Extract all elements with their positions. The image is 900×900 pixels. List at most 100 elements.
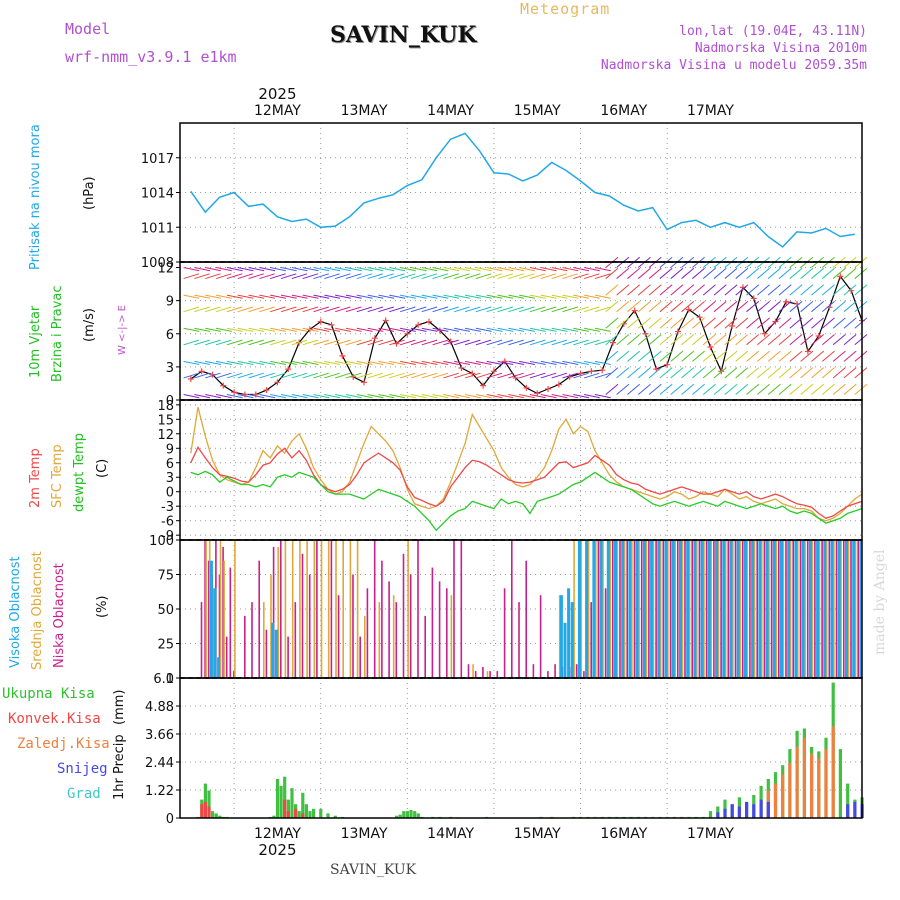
wind-barb — [378, 306, 394, 313]
wind-barb — [226, 294, 243, 299]
cloud-mid-bar — [797, 540, 799, 678]
wind-barb — [194, 273, 210, 280]
wind-barb — [811, 267, 825, 279]
wind-barb — [215, 360, 232, 365]
wind-barb — [573, 360, 590, 365]
wind-barb — [746, 317, 760, 329]
wind-barb — [637, 317, 651, 329]
wind-barb — [735, 317, 749, 329]
wind-barb — [627, 383, 641, 395]
wind-barb — [464, 306, 481, 313]
wind-barb — [800, 317, 814, 329]
wind-barb — [659, 367, 673, 379]
wind-barb — [594, 267, 611, 272]
wind-barb — [573, 339, 589, 346]
wind-barb — [778, 383, 792, 395]
wind-marker — [252, 391, 259, 398]
wind-barb — [659, 317, 673, 329]
wind-barb — [400, 360, 416, 365]
wind-barb — [345, 393, 362, 399]
wind-barb — [399, 372, 416, 379]
y-tick-label: 1017 — [141, 152, 174, 167]
cloud-mid-bar — [623, 540, 626, 678]
cloud-low-bar — [222, 546, 224, 678]
precip-conv-bar — [301, 813, 305, 818]
cloud-low-bar — [539, 595, 542, 678]
cloud-mid-bar — [825, 540, 828, 678]
wind-barb — [724, 317, 738, 329]
wind-barb — [692, 367, 705, 379]
precip-frozen-bar — [810, 753, 814, 818]
wind-barb — [497, 360, 514, 365]
cloud-low-bar — [395, 602, 398, 678]
wind-marker — [599, 367, 606, 374]
wind-barb — [508, 306, 524, 313]
cloud-high-bar — [621, 540, 625, 678]
cloud-mid-bar — [356, 540, 359, 678]
cloud-low-bar — [713, 540, 715, 678]
wind-barb — [280, 339, 297, 346]
wind-marker — [545, 385, 552, 392]
day-label-bottom: 13MAY — [341, 826, 388, 842]
wind-barb — [345, 327, 362, 332]
wind-barb — [659, 267, 673, 279]
cloud-mid-bar — [724, 540, 727, 678]
y-tick-label: -9 — [161, 529, 174, 544]
wind-barb — [205, 393, 222, 399]
wind-barb — [454, 339, 470, 346]
wind-barb — [291, 273, 308, 280]
wind-barb — [183, 360, 200, 365]
cloud-high-bar — [707, 540, 711, 678]
day-label-top: 12MAY — [254, 103, 301, 119]
wind-barb — [335, 339, 351, 346]
wind-barb — [497, 339, 513, 346]
wind-barb — [757, 284, 770, 296]
wind-barb — [627, 350, 641, 362]
cloud-low-bar — [308, 574, 311, 678]
wind-barb — [659, 383, 673, 395]
wind-barb — [562, 306, 578, 313]
cloud-high-bar — [217, 657, 221, 678]
precip-frozen-bar — [795, 746, 799, 818]
wind-barb — [854, 383, 868, 395]
wind-barb — [529, 327, 546, 332]
product-title: Meteogram — [520, 0, 611, 18]
wind-barb — [237, 267, 254, 272]
precip-total-bar — [312, 808, 316, 818]
wind-barb — [270, 393, 287, 399]
wind-barb — [378, 339, 394, 346]
wind-barb — [215, 339, 232, 346]
wind-barb — [735, 350, 749, 362]
wind-barb — [475, 273, 492, 280]
wind-barb — [605, 317, 619, 329]
wind-marker — [371, 335, 378, 342]
precip-snow-bar — [723, 808, 727, 818]
cloud-high-bar — [628, 540, 632, 678]
cloud-low-bar — [301, 553, 304, 678]
cloud-low-bar — [460, 540, 463, 678]
wind-barb — [594, 372, 611, 379]
wind-barb — [529, 372, 546, 379]
y-tick-label: -3 — [161, 500, 174, 515]
precip-snow-bar — [766, 801, 770, 818]
wind-barb — [854, 267, 868, 279]
wind-barb — [800, 383, 814, 395]
cloud-mid-bar — [291, 540, 294, 678]
wind-barb — [432, 372, 449, 379]
cloud-low-bar — [294, 602, 297, 678]
y-tick-label: 1008 — [141, 256, 174, 271]
wind-barb — [627, 317, 641, 329]
wind-barb — [345, 294, 362, 299]
wind-barb — [573, 372, 589, 379]
wind-marker — [610, 339, 617, 346]
wind-barb — [443, 306, 459, 313]
wind-barb — [616, 334, 630, 346]
wind-barb — [594, 360, 611, 365]
wind-barb — [194, 267, 211, 272]
wind-marker — [750, 295, 757, 302]
wind-barb — [757, 267, 770, 279]
wind-barb — [356, 372, 373, 379]
cloud-low-bar — [258, 560, 260, 678]
wind-barb — [215, 372, 232, 379]
wind-marker — [198, 368, 205, 375]
